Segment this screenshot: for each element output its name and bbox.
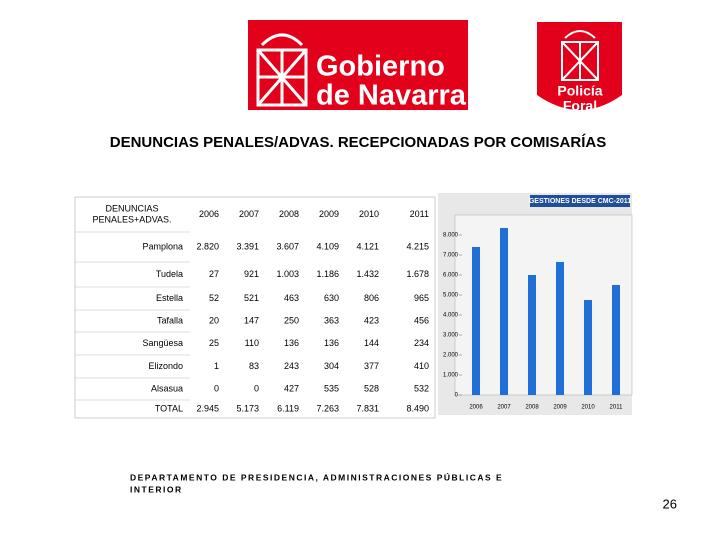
title: DENUNCIAS PENALES/ADVAS. RECEPCIONADAS P… [110,134,606,151]
table-cell: 456 [414,315,429,325]
table-header: 2007 [239,209,259,219]
table-cell: 1 [214,361,219,371]
table-cell: 630 [324,293,339,303]
table-cell: 110 [245,338,259,348]
logo-text: Gobierno [316,51,445,83]
table-cell: 4.121 [356,241,379,251]
table-cell: 1.186 [316,269,339,279]
table-cell: 1.678 [406,269,429,279]
table-cell: 147 [244,315,259,325]
y-tick-label: 5.000 [443,293,459,299]
table-cell: 3.391 [236,241,259,251]
table-header: 2010 [359,209,379,219]
table-header: 2006 [199,209,219,219]
table-cell: 3.607 [276,241,299,251]
table-header: 2011 [410,209,429,219]
y-tick-label: 1.000 [443,373,459,379]
table-cell: 521 [244,293,259,303]
table-cell: 144 [364,338,379,348]
table-cell: 427 [284,383,299,393]
table-cell: 363 [324,315,339,325]
table-cell: 136 [284,338,299,348]
row-label: Tafalla [157,315,183,325]
table-cell: 463 [284,293,299,303]
row-label: Alsasua [151,383,183,393]
table-cell: 1.003 [276,269,299,279]
row-label: Tudela [156,269,183,279]
table-cell: 20 [209,315,219,325]
table-cell: 806 [364,293,379,303]
x-tick-label: 2006 [469,405,483,411]
table-cell: 27 [209,269,219,279]
x-tick-label: 2008 [525,405,539,411]
logo-text: de Navarra [316,80,467,112]
table-cell: 921 [244,269,259,279]
table-cell: 1.432 [356,269,379,279]
table-cell: 0 [254,383,259,393]
row-label: Pamplona [142,241,183,251]
bar [528,275,536,395]
table-cell: 423 [364,315,379,325]
table-cell: 136 [324,338,339,348]
x-tick-label: 2010 [581,405,595,411]
table-cell: 234 [414,338,429,348]
table-cell: 243 [284,361,299,371]
bar [500,228,508,395]
table-cell: 83 [249,361,259,371]
y-tick-label: 3.000 [443,333,459,339]
row-label: Estella [156,293,183,303]
y-tick-label: 7.000 [443,253,459,259]
table-cell: 2.820 [196,241,219,251]
chart-title-bg [530,195,630,207]
bar [612,285,620,395]
x-tick-label: 2011 [610,405,624,411]
table-header: 2009 [319,209,339,219]
page-number: 26 [663,496,677,511]
y-tick-label: 8.000 [443,233,459,239]
crest [256,33,308,107]
table-cell: 4.109 [316,241,339,251]
chart-plot [454,214,633,396]
footer: DEPARTAMENTO DE PRESIDENCIA, ADMINISTRAC… [130,471,503,482]
logo-text: Policía [557,83,602,99]
table-cell: 0 [214,383,219,393]
y-tick-label: 4.000 [443,313,459,319]
table-cell: 7.263 [316,403,339,413]
table-cell: 7.831 [356,403,379,413]
footer: INTERIOR [130,484,183,494]
crest [561,30,599,81]
table-header: 2008 [279,209,299,219]
x-tick-label: 2009 [553,405,567,411]
y-tick-label: 2.000 [443,353,459,359]
table-cell: 528 [364,383,379,393]
y-tick-label: 6.000 [443,273,459,279]
table-cell: 377 [364,361,379,371]
table-cell: 304 [324,361,339,371]
bar [556,262,564,395]
logo-text: Foral [563,98,597,114]
table-cell: 5.173 [236,403,259,413]
row-label: Sangüesa [142,338,183,348]
bar [472,247,480,395]
table-header: DENUNCIAS PENALES+ADVAS. [92,204,171,225]
table-cell: 965 [414,293,429,303]
bar [584,300,592,395]
y-tick-label: 0 [455,393,459,399]
table-cell: 535 [324,383,339,393]
table-cell: 6.119 [277,403,299,413]
chart-title: GESTIONES DESDE CMC-2011 [529,198,631,205]
row-label: TOTAL [155,403,183,413]
table-cell: 25 [209,338,219,348]
x-tick-label: 2007 [497,405,511,411]
table-border [74,196,436,419]
table-cell: 250 [284,315,299,325]
table-cell: 410 [414,361,429,371]
table-cell: 4.215 [406,241,429,251]
table-cell: 8.490 [406,403,429,413]
table-cell: 2.945 [196,403,219,413]
table-cell: 52 [209,293,219,303]
table-cell: 532 [414,383,429,393]
row-label: Elizondo [148,361,183,371]
